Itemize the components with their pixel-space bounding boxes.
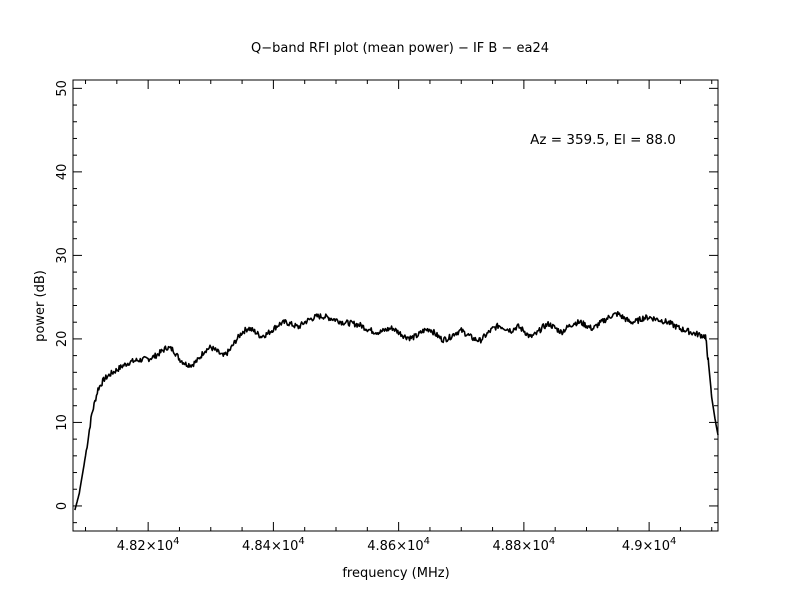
- x-tick-label: 4.86×104: [367, 536, 430, 554]
- y-axis-label: power (dB): [33, 270, 48, 342]
- x-axis-label: frequency (MHz): [342, 566, 449, 581]
- chart-title: Q−band RFI plot (mean power) − IF B − ea…: [251, 41, 549, 56]
- x-tick-label: 4.9×104: [622, 536, 676, 554]
- y-tick-label: 30: [55, 247, 70, 264]
- x-tick-labels: 4.82×104 4.84×104 4.86×104 4.88×104 4.9×104: [117, 536, 677, 554]
- power-spectrum-line: [74, 311, 719, 511]
- az-el-annotation: Az = 359.5, El = 88.0: [530, 132, 676, 148]
- y-tick-label: 20: [55, 331, 70, 348]
- y-tick-label: 0: [55, 502, 70, 510]
- y-tick-label: 50: [55, 80, 70, 97]
- y-tick-labels: 0 10 20 30 40 50: [55, 80, 70, 510]
- x-tick-label: 4.88×104: [492, 536, 555, 554]
- tick-marks: [73, 80, 718, 531]
- y-tick-label: 10: [55, 414, 70, 431]
- y-tick-label: 40: [55, 164, 70, 181]
- x-tick-label: 4.82×104: [117, 536, 180, 554]
- x-tick-label: 4.84×104: [242, 536, 305, 554]
